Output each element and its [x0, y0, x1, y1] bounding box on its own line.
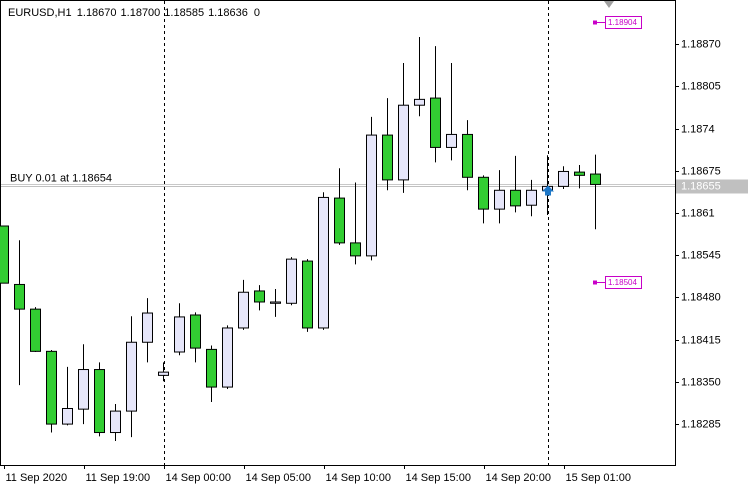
- ohlc-low: 1.18585: [164, 7, 204, 19]
- x-tick-label: 14 Sep 20:00: [486, 472, 551, 484]
- bull-body: [286, 258, 297, 304]
- bull-body: [366, 134, 377, 257]
- price-label-box: [605, 16, 642, 29]
- y-tick-label: 1.18805: [681, 80, 721, 92]
- buy-arrow: [542, 185, 554, 196]
- bear-body: [190, 314, 201, 349]
- bull-body: [126, 341, 137, 412]
- bull-body: [558, 170, 569, 187]
- bear-body: [46, 350, 57, 425]
- symbol: EURUSD,H1: [8, 7, 71, 19]
- ohlc-high: 1.18700: [121, 7, 161, 19]
- x-tick-label: 14 Sep 00:00: [166, 472, 231, 484]
- y-tick-label: 1.18675: [681, 165, 721, 177]
- y-tick-label: 1.18545: [681, 249, 721, 261]
- y-tick-label: 1.18480: [681, 291, 721, 303]
- bear-body: [334, 197, 345, 244]
- x-tick-label: 11 Sep 2020: [6, 472, 68, 484]
- bull-body: [78, 369, 89, 410]
- chart-title: EURUSD,H1 1.18670 1.18700 1.18585 1.18636 0: [8, 7, 260, 19]
- x-tick-label: 14 Sep 15:00: [406, 472, 471, 484]
- order-label: BUY 0.01 at 1.18654: [10, 172, 112, 184]
- bear-body: [350, 242, 361, 257]
- bear-body: [382, 134, 393, 181]
- bull-body: [142, 312, 153, 343]
- price-label: 1.18904: [608, 18, 637, 27]
- bear-body: [510, 189, 521, 207]
- bear-body: [430, 97, 441, 148]
- price-label: 1.18504: [608, 278, 637, 287]
- price-label-box: [605, 276, 642, 289]
- bull-body: [62, 407, 73, 425]
- bear-body: [462, 133, 473, 178]
- bull-body: [174, 316, 185, 353]
- ohlc-volume: 0: [254, 7, 260, 19]
- y-tick-label: 1.1874: [681, 123, 715, 135]
- bear-body: [14, 283, 25, 310]
- bear-body: [478, 176, 489, 210]
- y-tick-label: 1.18870: [681, 38, 721, 50]
- bull-body: [318, 196, 329, 329]
- bull-body: [526, 189, 537, 206]
- x-tick-label: 14 Sep 10:00: [326, 472, 391, 484]
- bull-body: [446, 133, 457, 148]
- bull-body: [222, 327, 233, 388]
- y-tick-label: 1.1861: [681, 207, 715, 219]
- bull-body: [494, 189, 505, 210]
- bear-body: [206, 348, 217, 388]
- y-tick-label: 1.18285: [681, 418, 721, 430]
- y-tick-label: 1.18350: [681, 376, 721, 388]
- y-tick-label: 1.18415: [681, 334, 721, 346]
- ohlc-open: 1.18670: [77, 7, 117, 19]
- bear-body: [94, 369, 105, 434]
- bear-body: [574, 171, 585, 176]
- bull-body: [270, 301, 281, 304]
- price-marker: [593, 280, 597, 285]
- price-marker: [593, 20, 597, 25]
- x-tick-label: 15 Sep 01:00: [566, 472, 631, 484]
- bull-body: [398, 104, 409, 181]
- bear-body: [0, 225, 9, 284]
- x-tick-label: 11 Sep 19:00: [86, 472, 151, 484]
- marks: 1.18870 1.18805 1.1874 1.18675 1.1861 1.18545…: [0, 16, 748, 484]
- bear-body: [254, 290, 265, 303]
- bear-body: [302, 260, 313, 329]
- ohlc-close: 1.18636: [208, 7, 248, 19]
- bear-body: [590, 173, 601, 185]
- x-tick-label: 14 Sep 05:00: [246, 472, 311, 484]
- bid-label: 1.18655: [681, 180, 721, 192]
- bull-body: [110, 410, 121, 434]
- bid-box: [676, 179, 748, 194]
- bull-body: [238, 291, 249, 329]
- bear-body: [30, 308, 41, 352]
- bull-body: [414, 98, 425, 106]
- shift-marker: [604, 1, 614, 8]
- bull-body: [158, 371, 169, 376]
